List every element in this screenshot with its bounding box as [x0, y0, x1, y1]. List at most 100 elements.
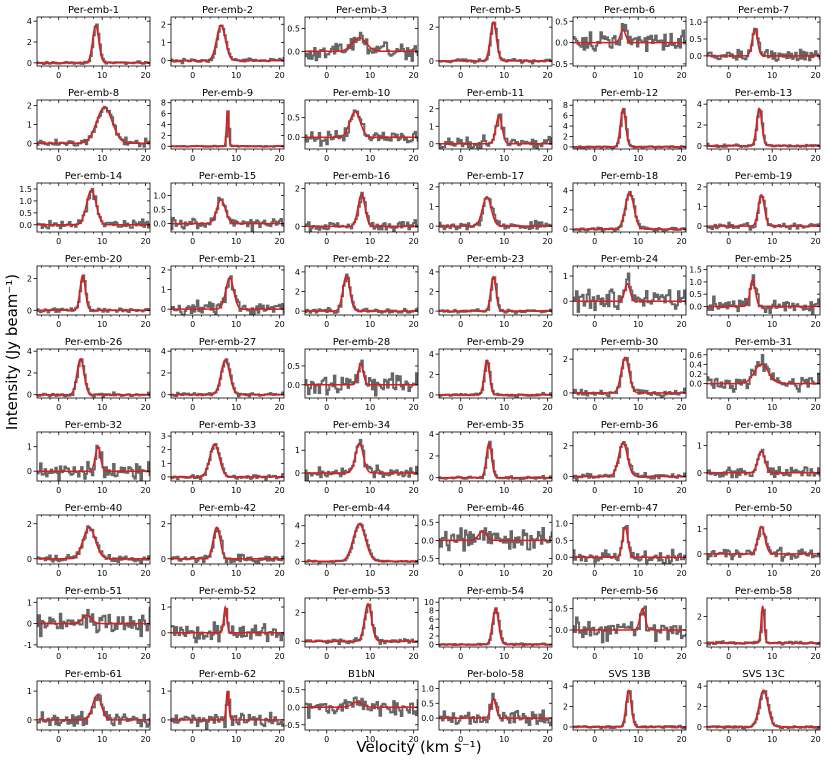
gaussian-fit-line — [573, 356, 686, 394]
gaussian-fit-line — [37, 694, 150, 721]
y-tick-label: 1.5 — [689, 266, 702, 275]
y-tick-label: 0.5 — [19, 209, 32, 218]
y-tick-label: 0 — [161, 142, 166, 151]
x-tick-label: 10 — [97, 320, 107, 329]
observed-spectrum-line — [305, 31, 418, 62]
x-tick-label: 0 — [56, 486, 61, 495]
y-tick-label: 4 — [697, 682, 702, 691]
x-tick-label: 10 — [767, 486, 777, 495]
x-tick-label: 0 — [458, 652, 463, 661]
gaussian-fit-line — [707, 363, 820, 385]
x-tick-label: 10 — [231, 486, 241, 495]
gaussian-fit-line — [573, 108, 686, 148]
y-tick-label: 0 — [295, 557, 300, 566]
y-tick-label: 0 — [563, 297, 568, 306]
y-tick-label: 0.5 — [689, 290, 702, 299]
panel-title: Per-emb-61 — [65, 669, 122, 680]
y-tick-label: 0.5 — [555, 605, 568, 614]
y-tick-label: 2 — [295, 185, 300, 194]
y-tick-label: 1.0 — [421, 684, 434, 693]
spectrum-panel: Per-emb-25 0 10 20 0.0 0.5 1.0 1.5 — [689, 254, 820, 329]
x-tick-label: 10 — [97, 652, 107, 661]
x-tick-label: 10 — [365, 154, 375, 163]
x-tick-label: 0 — [190, 71, 195, 80]
x-tick-label: 10 — [767, 735, 777, 744]
gaussian-fit-line — [707, 605, 820, 644]
gaussian-fit-line — [37, 357, 150, 396]
panel-title: Per-emb-24 — [601, 254, 658, 265]
spectrum-panel: Per-emb-16 0 10 20 0 2 — [295, 171, 419, 246]
x-tick-label: 20 — [409, 154, 419, 163]
y-tick-label: 2 — [295, 540, 300, 549]
spectrum-panel: Per-emb-13 0 10 20 0 2 4 — [697, 88, 821, 163]
x-tick-label: 0 — [592, 486, 597, 495]
y-tick-label: 2 — [161, 369, 166, 378]
y-tick-label: 1 — [161, 38, 166, 47]
panel-title: Per-emb-17 — [467, 171, 524, 182]
y-tick-label: 0 — [563, 723, 568, 732]
y-tick-label: 2 — [697, 121, 702, 130]
spectrum-panel: Per-emb-61 0 10 20 0 1 — [27, 669, 151, 744]
spectrum-panel: Per-emb-32 0 10 20 0 1 — [27, 420, 151, 495]
y-tick-label: 0.4 — [689, 360, 702, 369]
y-tick-label: 1 — [429, 203, 434, 212]
y-tick-label: 0.0 — [689, 52, 702, 61]
x-tick-label: 10 — [97, 403, 107, 412]
x-tick-label: 10 — [365, 735, 375, 744]
x-tick-label: 10 — [231, 71, 241, 80]
y-tick-label: 0.2 — [689, 370, 702, 379]
spectrum-panel: Per-emb-30 0 10 20 0 2 — [563, 337, 687, 412]
y-tick-label: 8 — [429, 607, 434, 616]
panel-title: Per-emb-56 — [601, 586, 658, 597]
y-tick-label: 0 — [295, 637, 300, 646]
panel-title: Per-emb-35 — [467, 420, 524, 431]
spectrum-panel: Per-bolo-58 0 10 20 0.0 0.5 1.0 — [421, 669, 552, 744]
y-tick-label: 3 — [161, 432, 166, 441]
y-tick-label: 1 — [697, 203, 702, 212]
x-tick-label: 10 — [365, 403, 375, 412]
x-tick-label: 20 — [811, 71, 821, 80]
y-tick-label: -0.5 — [418, 555, 434, 564]
spectrum-panel: Per-emb-6 0 10 20 -0.5 0.0 0.5 — [552, 5, 686, 80]
x-tick-label: 20 — [677, 652, 687, 661]
y-tick-label: 6 — [563, 112, 568, 121]
y-tick-label: 2 — [161, 20, 166, 29]
y-tick-label: 0.0 — [555, 626, 568, 635]
observed-spectrum-line — [573, 107, 686, 149]
x-tick-label: 0 — [592, 154, 597, 163]
x-tick-label: 0 — [726, 237, 731, 246]
panel-title: Per-emb-50 — [735, 503, 792, 514]
x-tick-label: 10 — [231, 403, 241, 412]
observed-spectrum-line — [305, 696, 418, 719]
x-tick-label: 20 — [811, 237, 821, 246]
spectrum-panel: Per-emb-40 0 10 20 0 2 — [27, 503, 151, 578]
panel-title: Per-emb-8 — [68, 88, 119, 99]
panel-title: Per-emb-54 — [467, 586, 524, 597]
gaussian-fit-line — [171, 443, 284, 478]
y-tick-label: 2 — [27, 369, 32, 378]
y-tick-label: 0.0 — [555, 553, 568, 562]
spectrum-panel: Per-emb-1 0 10 20 0 2 4 — [27, 5, 151, 80]
y-tick-label: 1 — [27, 598, 32, 607]
x-tick-label: 20 — [543, 403, 553, 412]
x-tick-label: 0 — [324, 486, 329, 495]
y-tick-label: 0.0 — [287, 133, 300, 142]
y-tick-label: 0.5 — [421, 518, 434, 527]
x-tick-label: 10 — [97, 71, 107, 80]
observed-spectrum-line — [37, 525, 150, 564]
spectrum-panel: Per-emb-14 0 10 20 0.0 0.5 1.0 1.5 — [19, 171, 150, 246]
x-tick-label: 10 — [633, 486, 643, 495]
spectrum-panel: Per-emb-20 0 10 20 0 2 — [27, 254, 151, 329]
y-tick-label: 0 — [429, 474, 434, 483]
x-tick-label: 10 — [499, 735, 509, 744]
gaussian-fit-line — [171, 604, 284, 634]
y-tick-label: 2 — [27, 520, 32, 529]
panel-title: Per-emb-18 — [601, 171, 658, 182]
x-tick-label: 20 — [677, 403, 687, 412]
x-tick-label: 20 — [141, 486, 151, 495]
y-tick-label: 1 — [697, 442, 702, 451]
panel-title: Per-emb-7 — [738, 5, 789, 16]
y-tick-label: 2 — [697, 613, 702, 622]
y-tick-label: 4 — [697, 100, 702, 109]
